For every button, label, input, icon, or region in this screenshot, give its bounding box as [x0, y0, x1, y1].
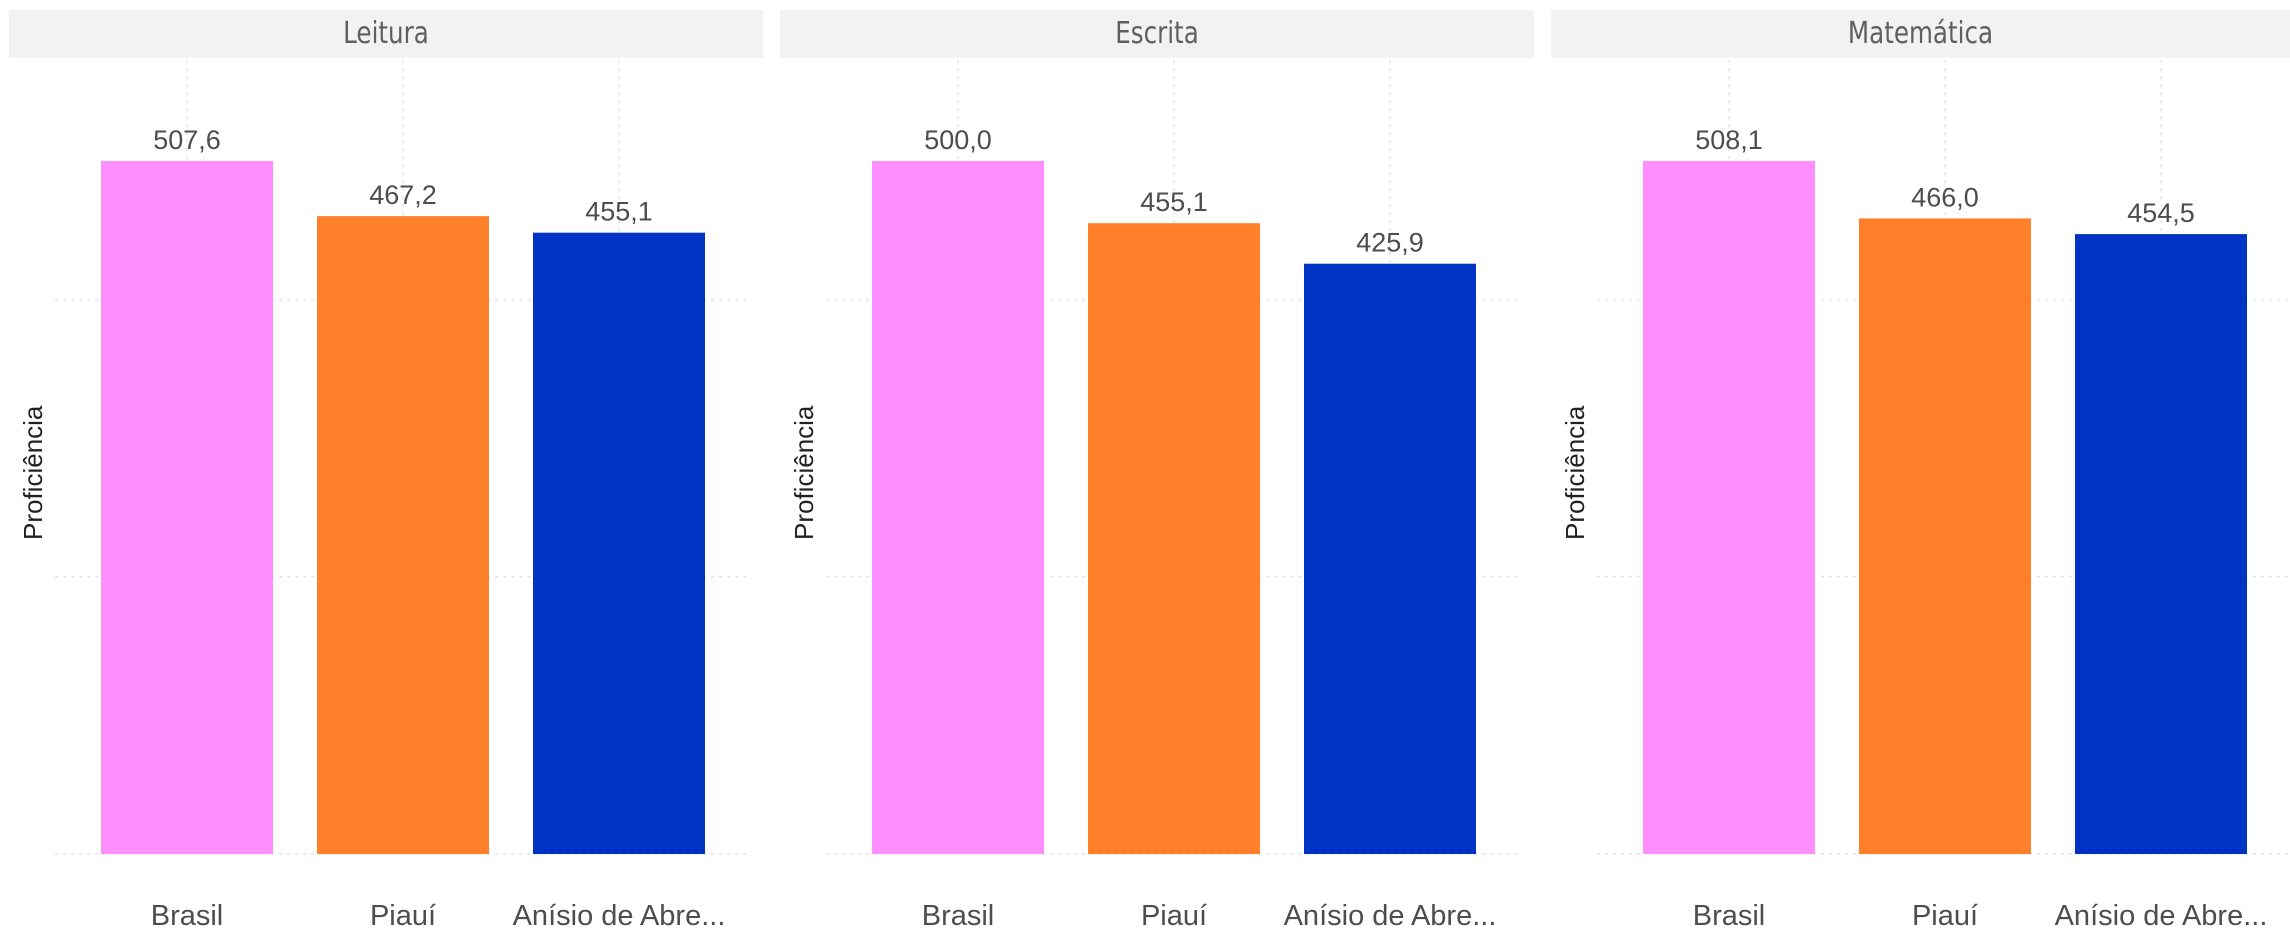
data-label: 507,6 — [153, 125, 221, 155]
x-tick-label: Brasil — [922, 900, 995, 931]
bar — [1859, 218, 2031, 854]
facet-title: Matemática — [1847, 16, 1994, 51]
data-label: 455,1 — [1140, 187, 1208, 217]
x-tick-label: Piauí — [370, 900, 436, 931]
x-tick-label: Anísio de Abre... — [2055, 900, 2268, 931]
facet-strip: Matemática — [1551, 10, 2290, 58]
data-label: 466,0 — [1911, 182, 1979, 212]
panel-escrita: Escrita Proficiência 500,0 Brasil 455,1 Pia… — [771, 0, 1542, 931]
bar — [533, 232, 705, 854]
facet-strip: Escrita — [780, 10, 1534, 58]
bar — [872, 161, 1044, 854]
panel-leitura: Leitura Proficiência 507,6 Brasil 467,2 Pia… — [0, 0, 771, 931]
bar — [1643, 161, 1815, 854]
facet-title: Escrita — [1115, 16, 1199, 51]
x-tick-label: Brasil — [151, 900, 224, 931]
bar — [1088, 223, 1260, 855]
bar-chart-escrita: 500,0 Brasil 455,1 Piauí 425,9 Anísio de Abre… — [826, 60, 1519, 931]
bar — [1304, 263, 1476, 854]
facet-strip: Leitura — [9, 10, 763, 58]
x-tick-label: Piauí — [1141, 900, 1207, 931]
x-tick-label: Anísio de Abre... — [513, 900, 726, 931]
bar — [101, 161, 273, 854]
bar-chart-matematica: 508,1 Brasil 466,0 Piauí 454,5 Anísio de Abre… — [1597, 60, 2288, 931]
facet-title: Leitura — [343, 16, 429, 51]
data-label: 508,1 — [1695, 125, 1763, 155]
data-label: 500,0 — [924, 125, 992, 155]
x-tick-label: Brasil — [1693, 900, 1766, 931]
bar — [317, 216, 489, 855]
bar-chart-leitura: 507,6 Brasil 467,2 Piauí 455,1 Anísio de Abre… — [55, 60, 748, 931]
data-label: 454,5 — [2127, 198, 2195, 228]
data-label: 425,9 — [1356, 228, 1424, 258]
panel-matematica: Matemática Proficiência 508,1 Brasil 466,0… — [1542, 0, 2290, 931]
x-tick-label: Anísio de Abre... — [1284, 900, 1497, 931]
x-tick-label: Piauí — [1912, 900, 1978, 931]
data-label: 467,2 — [369, 180, 437, 210]
bar — [2075, 234, 2247, 855]
data-label: 455,1 — [585, 197, 653, 227]
